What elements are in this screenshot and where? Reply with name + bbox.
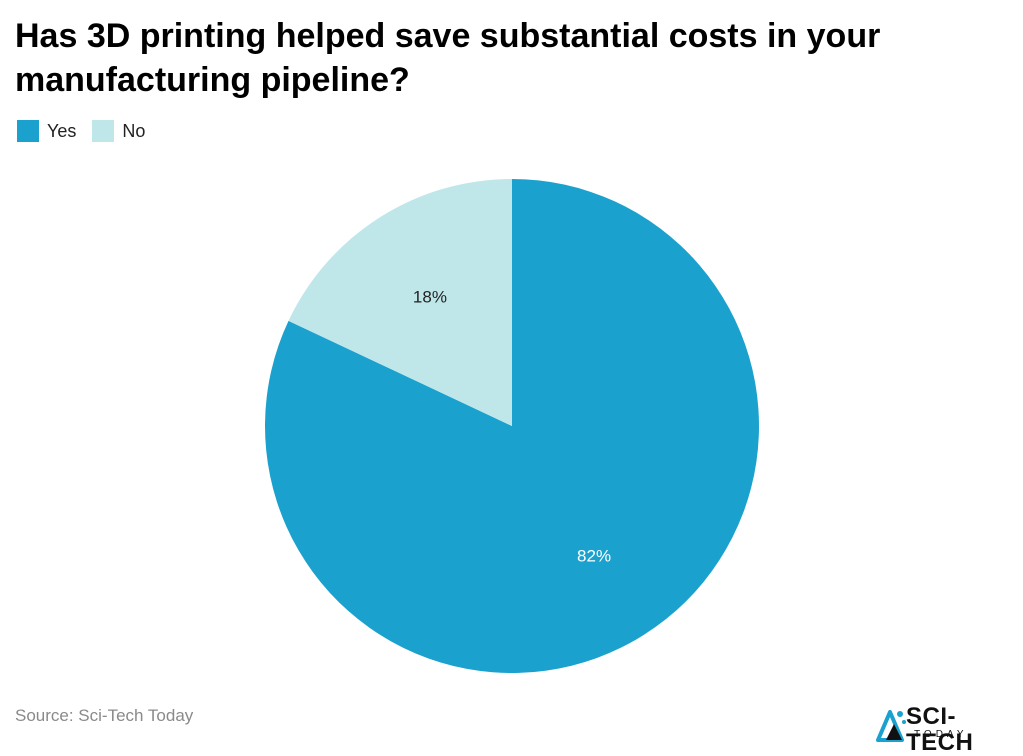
legend-label-no: No <box>122 120 146 141</box>
logo-subtext: TODAY <box>914 729 968 740</box>
pie-slices <box>265 179 759 674</box>
source-note: Source: Sci-Tech Today <box>15 706 194 725</box>
brand-logo: SCI-TECH TODAY <box>874 704 1019 756</box>
pie-slice-no <box>288 179 512 426</box>
pie-labels: 82% 18% <box>413 288 611 566</box>
chart-legend: Yes No <box>17 120 145 142</box>
legend-item-yes: Yes <box>17 120 76 142</box>
legend-item-no: No <box>92 120 145 142</box>
pie-slice-yes <box>265 179 759 674</box>
pie-label-yes: 82% <box>577 546 611 565</box>
pie-label-no: 18% <box>413 288 447 307</box>
legend-label-yes: Yes <box>47 120 77 141</box>
legend-swatch-yes <box>17 120 39 142</box>
legend-swatch-no <box>92 120 115 142</box>
chart-title: Has 3D printing helped save substantial … <box>15 17 881 99</box>
triangle-atom-icon <box>876 710 906 742</box>
